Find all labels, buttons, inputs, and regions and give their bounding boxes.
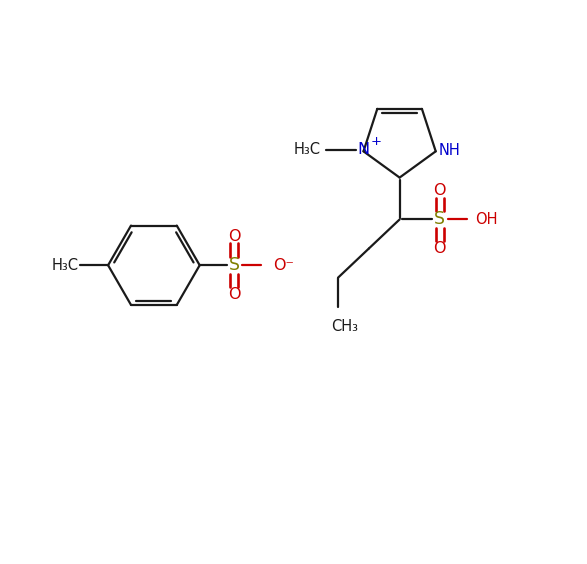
Text: O⁻: O⁻ [274,258,295,273]
Text: CH₃: CH₃ [332,319,359,334]
Text: NH: NH [438,143,460,158]
Text: O: O [434,241,446,256]
Text: O: O [228,287,241,302]
Text: O: O [434,183,446,198]
Text: S: S [434,210,446,228]
Text: S: S [229,256,240,274]
Text: H₃C: H₃C [294,142,321,157]
Text: O: O [228,229,241,244]
Text: +: + [370,135,382,148]
Text: H₃C: H₃C [52,258,79,273]
Text: OH: OH [475,212,498,227]
Text: N: N [357,142,370,157]
